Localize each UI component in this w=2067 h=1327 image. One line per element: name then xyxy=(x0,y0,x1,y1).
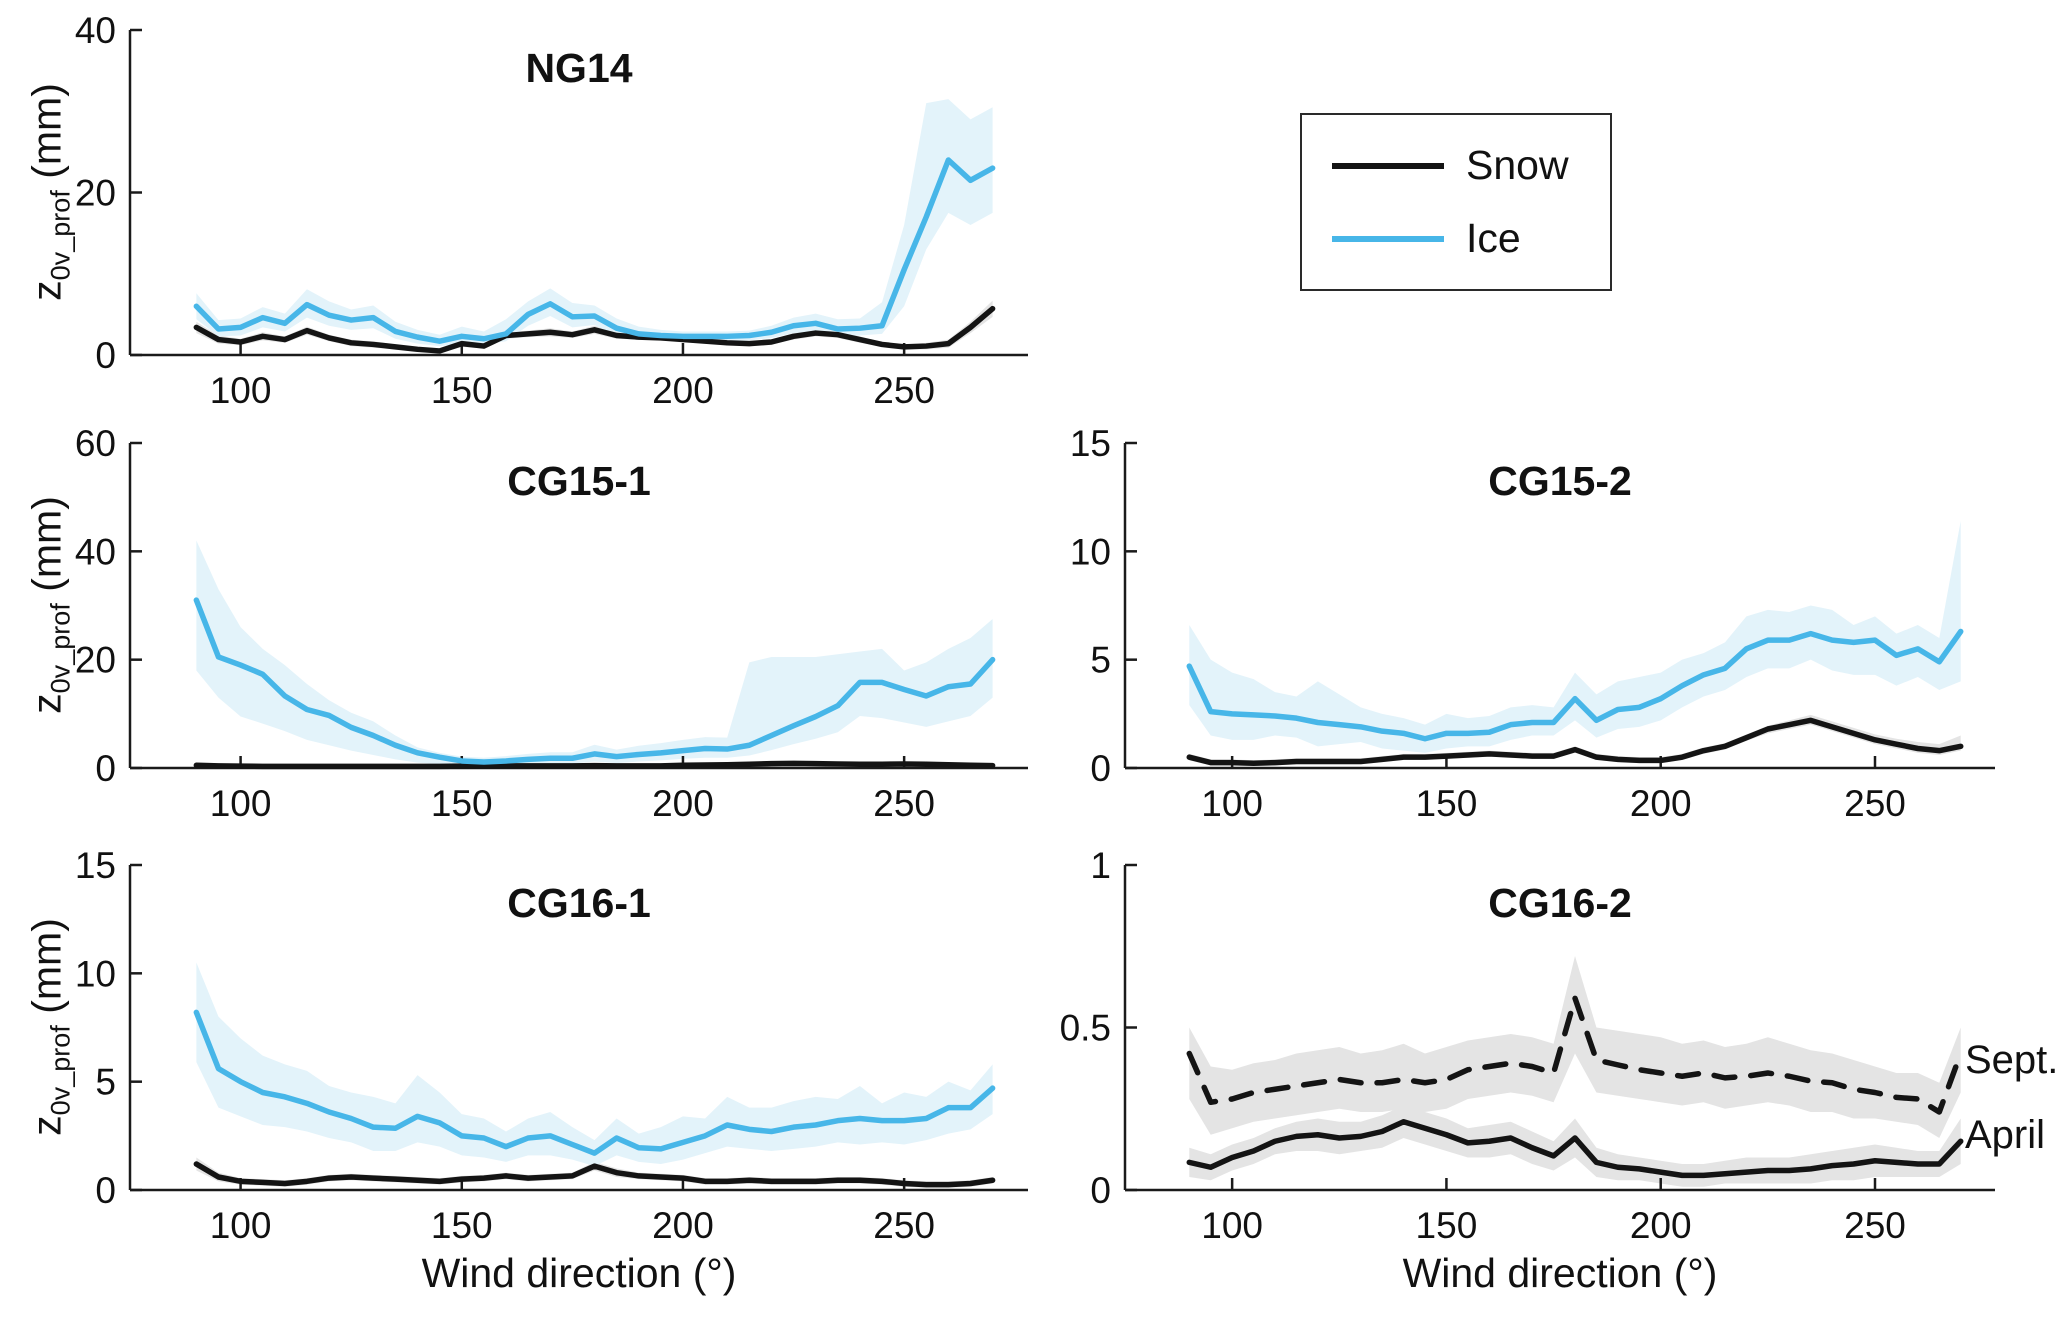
snow-line xyxy=(1186,717,1964,766)
y-tick-label: 0 xyxy=(95,748,116,789)
y-tick-label: 1 xyxy=(1090,845,1111,886)
x-axis-label-right: Wind direction (°) xyxy=(1402,1250,1718,1296)
x-tick-label: 100 xyxy=(210,783,272,824)
legend-ice-line xyxy=(1332,235,1444,242)
y-tick-label: 5 xyxy=(95,1062,116,1103)
ice-band xyxy=(196,540,993,766)
x-tick-label: 100 xyxy=(1201,1205,1263,1246)
annotation-sept: Sept. xyxy=(1965,1038,2058,1082)
panel-title-cg15-2: CG15-2 xyxy=(1488,458,1632,504)
x-tick-label: 250 xyxy=(873,1205,935,1246)
y-tick-label: 10 xyxy=(75,953,116,994)
chart-canvas-cg15-2: 100 150 200 250 0 5 10 15 CG15-2 xyxy=(1070,423,1995,824)
y-tick-label: 15 xyxy=(75,845,116,886)
y-tick-label: 20 xyxy=(75,640,116,681)
y-tick-label: 40 xyxy=(75,531,116,572)
chart-ng14: 100 150 200 250 0 20 40 NG14 xyxy=(30,5,1098,430)
panel-title-cg15-1: CG15-1 xyxy=(507,458,651,504)
snow-line xyxy=(193,1161,996,1188)
x-tick-label: 150 xyxy=(431,370,493,411)
x-tick-label: 150 xyxy=(1416,783,1478,824)
ice-line xyxy=(193,1009,996,1156)
sept-band xyxy=(1189,956,1961,1138)
y-tick-label: 0 xyxy=(1090,1170,1111,1211)
ice-band xyxy=(196,962,993,1167)
sept-line xyxy=(1186,995,1964,1115)
legend-box: Snow Ice xyxy=(1300,113,1612,291)
y-tick-label: 60 xyxy=(75,423,116,464)
snow-line xyxy=(193,760,996,770)
x-tick-label: 200 xyxy=(1630,783,1692,824)
panel-title-ng14: NG14 xyxy=(525,45,632,91)
chart-canvas-cg16-1: 100 150 200 250 0 5 10 15 CG16-1 xyxy=(75,845,1028,1246)
x-tick-label: 200 xyxy=(652,1205,714,1246)
x-tick-label: 200 xyxy=(1630,1205,1692,1246)
legend-item-ice: Ice xyxy=(1332,215,1610,262)
chart-canvas-ng14: 100 150 200 250 0 20 40 NG14 xyxy=(75,10,1028,411)
snow-band xyxy=(196,300,993,354)
chart-cg15-1: 100 150 200 250 0 20 40 60 CG15-1 xyxy=(30,418,1098,843)
snow-line xyxy=(193,305,996,354)
chart-cg16-1: 100 150 200 250 0 5 10 15 CG16-1 xyxy=(30,840,1098,1265)
y-tick-label: 0 xyxy=(95,335,116,376)
x-tick-label: 100 xyxy=(210,1205,272,1246)
x-tick-label: 200 xyxy=(652,783,714,824)
y-tick-label: 0 xyxy=(95,1170,116,1211)
april-line xyxy=(1186,1119,1964,1179)
y-tick-label: 20 xyxy=(75,173,116,214)
y-tick-label: 0.5 xyxy=(1060,1008,1111,1049)
legend-item-snow: Snow xyxy=(1332,142,1610,189)
chart-canvas-cg16-2: 100 150 200 250 0 0.5 1 CG16-2 Sept. April xyxy=(1060,845,2059,1246)
chart-cg16-2: 100 150 200 250 0 0.5 1 CG16-2 Sept. April xyxy=(1025,840,2065,1265)
ice-line xyxy=(193,157,996,344)
ice-line xyxy=(1186,628,1964,742)
legend-snow-label: Snow xyxy=(1466,142,1569,188)
y-tick-label: 5 xyxy=(1090,640,1111,681)
annotation-april: April xyxy=(1965,1113,2045,1157)
y-tick-label: 0 xyxy=(1090,748,1111,789)
x-tick-label: 250 xyxy=(873,783,935,824)
panel-title-cg16-2: CG16-2 xyxy=(1488,880,1632,926)
x-tick-label: 150 xyxy=(431,1205,493,1246)
y-tick-label: 15 xyxy=(1070,423,1111,464)
x-tick-label: 250 xyxy=(1844,783,1906,824)
april-band xyxy=(1189,1105,1961,1187)
y-tick-label: 10 xyxy=(1070,531,1111,572)
y-tick-label: 40 xyxy=(75,10,116,51)
ice-line xyxy=(193,597,996,765)
x-tick-label: 100 xyxy=(1201,783,1263,824)
legend-ice-label: Ice xyxy=(1466,215,1521,261)
x-tick-label: 100 xyxy=(210,370,272,411)
panel-title-cg16-1: CG16-1 xyxy=(507,880,651,926)
x-tick-label: 250 xyxy=(873,370,935,411)
x-tick-label: 200 xyxy=(652,370,714,411)
legend-snow-line xyxy=(1332,162,1444,169)
x-tick-label: 150 xyxy=(1416,1205,1478,1246)
x-tick-label: 150 xyxy=(431,783,493,824)
x-axis-label-left: Wind direction (°) xyxy=(421,1250,737,1296)
x-tick-label: 250 xyxy=(1844,1205,1906,1246)
chart-cg15-2: 100 150 200 250 0 5 10 15 CG15-2 xyxy=(1025,418,2065,843)
chart-canvas-cg15-1: 100 150 200 250 0 20 40 60 CG15-1 xyxy=(75,423,1028,824)
